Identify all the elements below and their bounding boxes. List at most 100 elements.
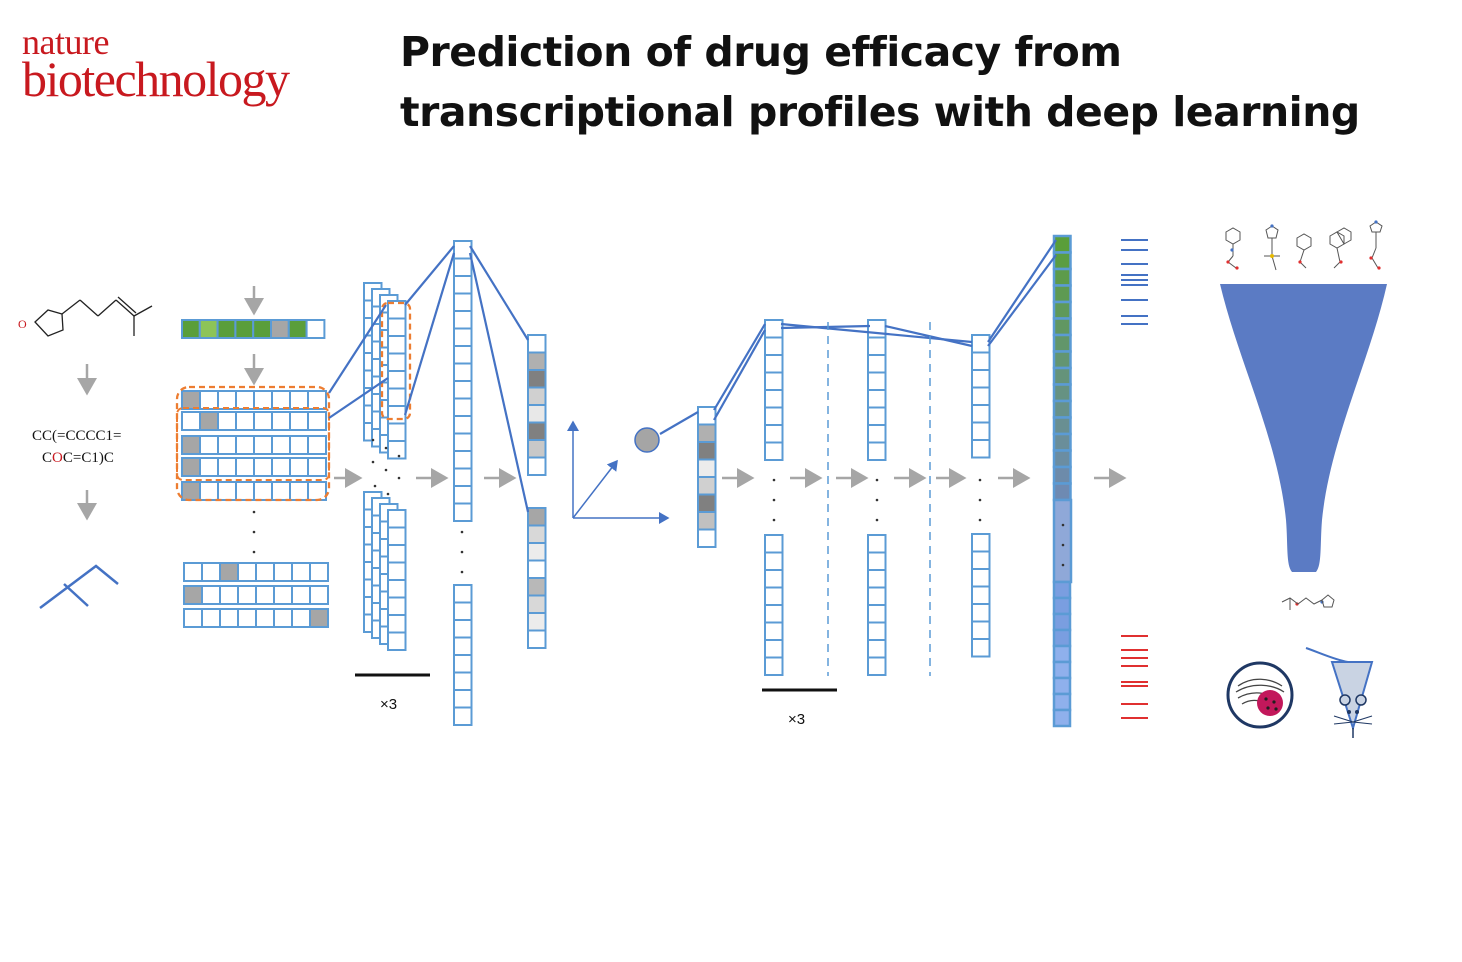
dense-layer-cell <box>453 689 473 709</box>
conv-feature-map-cell <box>387 579 407 599</box>
one-hot-matrix-cell <box>273 608 293 628</box>
one-hot-matrix-cell <box>271 411 291 431</box>
screening-funnel <box>1220 284 1387 572</box>
decoder-layer-cell <box>867 371 887 391</box>
one-hot-matrix-cell <box>217 481 237 501</box>
decoder-layer-cell <box>867 604 887 624</box>
one-hot-matrix-cell <box>217 435 237 455</box>
ellipsis-dot <box>252 530 256 534</box>
decoder-layer-cell <box>764 534 784 554</box>
dense-layer-cell <box>453 397 473 417</box>
dense-layer-cell <box>453 380 473 400</box>
latent-variance-cell <box>527 612 547 632</box>
decoder-layer-cell <box>971 421 991 441</box>
conv-feature-map-cell <box>387 317 407 337</box>
one-hot-matrix-cell <box>183 608 203 628</box>
embedding-vector-cell <box>287 319 308 339</box>
one-hot-matrix-cell <box>289 390 309 410</box>
decoder-layer-cell <box>971 568 991 588</box>
conv-feature-map-cell <box>387 526 407 546</box>
smiles-line-2: COC=C1)C <box>42 450 114 466</box>
decoder-layer-cell <box>867 441 887 461</box>
ellipsis-dot <box>875 478 879 482</box>
one-hot-matrix-cell <box>273 562 293 582</box>
decoder-layer-cell <box>971 386 991 406</box>
molecule-structure-icon <box>34 296 153 337</box>
output-profile-cell <box>1052 251 1072 271</box>
one-hot-matrix-cell <box>237 585 257 605</box>
conv-feature-map-cell <box>387 405 407 425</box>
decoder-layer-cell <box>867 586 887 606</box>
one-hot-matrix-cell <box>271 457 291 477</box>
latent-variance-cell <box>527 629 547 649</box>
connection-lines <box>328 239 1057 513</box>
one-hot-matrix-cell <box>307 457 327 477</box>
decoder-layer-cell <box>764 389 784 409</box>
conv-feature-map-cell <box>387 544 407 564</box>
one-hot-matrix-cell <box>289 481 309 501</box>
sulfur-atom <box>1270 254 1274 258</box>
output-profile-cell <box>1052 482 1072 502</box>
decoder-layer-cell <box>764 639 784 659</box>
one-hot-matrix-cell <box>181 390 201 410</box>
one-hot-matrix-cell <box>291 562 311 582</box>
selected-molecule-icon <box>1281 594 1335 610</box>
latent-sample-cell <box>697 511 717 531</box>
output-profile-cell <box>1052 432 1072 452</box>
logo-line-biotechnology: biotechnology <box>22 51 290 107</box>
one-hot-matrix-cell <box>255 585 275 605</box>
dense-layer-cell <box>453 467 473 487</box>
one-hot-matrix-cell <box>271 390 291 410</box>
output-profile-cell <box>1052 317 1072 337</box>
one-hot-matrix-cell <box>291 608 311 628</box>
one-hot-matrix-cell <box>181 481 201 501</box>
output-profile-cell <box>1052 234 1072 254</box>
output-profile-cell <box>1052 580 1072 600</box>
one-hot-matrix-cell <box>217 457 237 477</box>
latent-mean-cell <box>527 386 547 406</box>
conv-feature-map-cell <box>387 596 407 616</box>
decoder-layer-cell <box>764 336 784 356</box>
ellipsis-dot <box>978 498 982 502</box>
one-hot-matrix-cell <box>217 390 237 410</box>
ellipsis-dot <box>875 498 879 502</box>
ellipsis-dot <box>1061 563 1065 567</box>
decoder-layer-cell <box>764 424 784 444</box>
one-hot-matrix-cell <box>309 585 329 605</box>
one-hot-matrix-cell <box>255 562 275 582</box>
mouse-model-icon <box>1305 647 1374 738</box>
journal-logo: nature biotechnology <box>22 24 290 107</box>
output-profile-cell <box>1052 628 1072 648</box>
ellipsis-dot <box>978 478 982 482</box>
dense-layer-cell <box>453 619 473 639</box>
molecule-heteroatoms <box>1226 256 1381 606</box>
page-title: Prediction of drug efficacy from transcr… <box>400 28 1360 136</box>
one-hot-matrix-cell <box>307 481 327 501</box>
one-hot-matrix-cell <box>273 585 293 605</box>
one-hot-matrix-cell <box>183 585 203 605</box>
decoder-layer-cell <box>867 551 887 571</box>
output-profile-cell <box>1052 366 1072 386</box>
cell-assay-icon <box>1226 661 1294 729</box>
latent-sample-cell <box>697 476 717 496</box>
one-hot-matrix-cell <box>291 585 311 605</box>
ellipsis-dot <box>252 510 256 514</box>
latent-sample-cell <box>697 441 717 461</box>
decoder-layer-cell <box>971 351 991 371</box>
feature-map-highlight <box>380 301 412 421</box>
dense-layer-cell <box>453 654 473 674</box>
output-profile-cell <box>1052 383 1072 403</box>
one-hot-matrix-cell <box>199 457 219 477</box>
ellipsis-dot <box>384 468 388 472</box>
ellipsis-dot <box>371 460 375 464</box>
ellipsis-dot <box>371 438 375 442</box>
one-hot-matrix-cell <box>199 411 219 431</box>
conv-feature-map-cell <box>387 631 407 651</box>
decoder-layer-cell <box>764 319 784 339</box>
output-profile-cell <box>1052 612 1072 632</box>
embedding-vector-cell <box>216 319 237 339</box>
dense-layer-cell <box>453 706 473 726</box>
dense-layer-cell <box>453 450 473 470</box>
embedding-vector-cell <box>234 319 255 339</box>
one-hot-matrix-cell <box>271 481 291 501</box>
